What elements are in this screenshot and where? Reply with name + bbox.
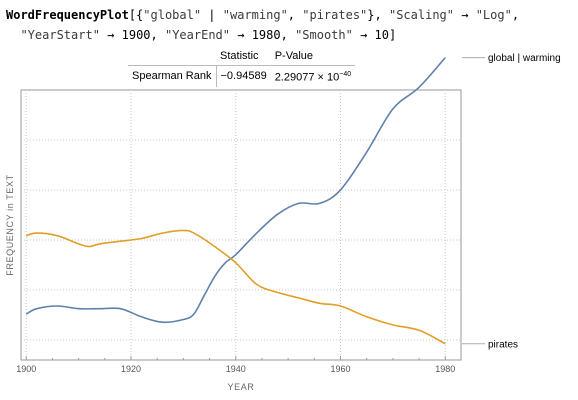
- series-lines: [25, 57, 446, 345]
- plot-frame: [20, 89, 462, 361]
- stats-statistic-value: −0.94589: [220, 69, 267, 82]
- y-axis-label: FREQUENCY in TEXT: [5, 174, 15, 275]
- code-line-2: "YearStart" → 1900, "YearEnd" → 1980, "S…: [20, 28, 397, 42]
- grid-lines: [21, 90, 461, 360]
- x-tick-label: 1960: [331, 364, 351, 374]
- x-axis-label: YEAR: [228, 382, 255, 392]
- x-tick-label: 1940: [226, 364, 246, 374]
- series-leader-lines: [462, 57, 485, 345]
- series-label-pirates: pirates: [488, 339, 518, 350]
- x-tick-label: 1980: [435, 364, 455, 374]
- stats-table: Statistic P-Value Spearman Rank −0.94589…: [128, 48, 356, 87]
- x-axis-ticks: 1900 1920 1940 1960 1980: [16, 356, 455, 374]
- series-line-global-warming: [25, 57, 446, 324]
- function-name: WordFrequencyPlot: [6, 8, 129, 22]
- stats-row-label: Spearman Rank: [128, 65, 217, 87]
- stats-col-pvalue: P-Value: [270, 48, 356, 66]
- stats-pvalue-value: 2.29077 × 10−40: [274, 71, 352, 84]
- series-line-pirates: [25, 229, 446, 345]
- input-code[interactable]: WordFrequencyPlot[{"global" | "warming",…: [6, 5, 519, 45]
- x-tick-label: 1900: [16, 364, 36, 374]
- x-tick-label: 1920: [121, 364, 141, 374]
- series-label-global-warming: global | warming: [488, 53, 561, 64]
- code-line-1: WordFrequencyPlot[{"global" | "warming",…: [6, 8, 520, 22]
- stats-col-statistic: Statistic: [216, 48, 271, 66]
